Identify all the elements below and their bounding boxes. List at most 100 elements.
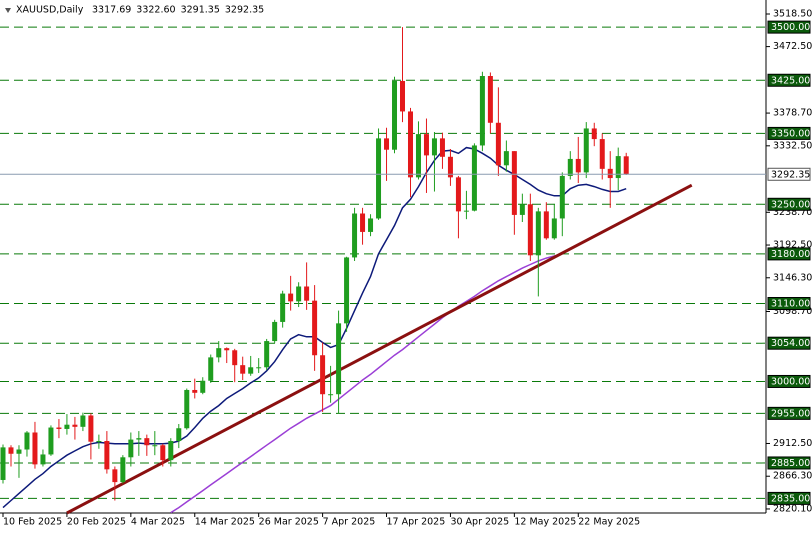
level-label-box (767, 197, 811, 211)
candle-body (352, 213, 358, 258)
candle-body (471, 145, 477, 211)
candle-body (104, 440, 110, 470)
candle-body (72, 424, 78, 427)
candle-body (415, 134, 421, 178)
level-label-box (767, 491, 811, 505)
y-tick-label: 3472.50 (773, 41, 812, 52)
x-tick-label: 12 May 2025 (514, 517, 576, 528)
candle-body (400, 80, 405, 112)
current-price-box (767, 167, 811, 181)
candle-body (232, 350, 238, 366)
level-label-box (767, 20, 811, 34)
candle-body (615, 156, 621, 179)
ohlc-value: 3292.35 (225, 5, 264, 16)
candle-body (423, 134, 429, 156)
level-label: 3425.00 (771, 75, 810, 86)
level-label-box (767, 406, 811, 420)
candle-body (240, 365, 246, 374)
candle-body (80, 415, 86, 427)
candle-body (599, 139, 605, 169)
candle-body (176, 428, 182, 441)
candle-body (256, 367, 262, 369)
level-label: 3110.00 (771, 299, 810, 310)
candle-body (304, 286, 310, 301)
level-label: 3250.00 (771, 199, 810, 210)
candle-body (16, 449, 22, 454)
candle-body (575, 158, 581, 173)
candle-body (208, 357, 214, 381)
candle-body (152, 445, 158, 447)
chart-title: XAUUSD,Daily (16, 5, 84, 16)
x-tick-label: 30 Apr 2025 (450, 517, 509, 528)
level-label: 3350.00 (771, 128, 810, 139)
y-tick-label: 3098.70 (773, 306, 812, 317)
candle-body (40, 454, 46, 465)
ohlc-value: 3291.35 (181, 5, 220, 16)
level-label-box (767, 374, 811, 388)
moving-average (170, 253, 563, 514)
candle-body (559, 175, 565, 219)
candle-body (328, 394, 334, 396)
candle-body (503, 151, 509, 166)
x-tick-label: 14 Mar 2025 (195, 517, 255, 528)
candle-body (88, 415, 94, 442)
candle-body (264, 341, 270, 368)
candle-body (583, 128, 589, 173)
candle-body (439, 138, 445, 157)
x-tick-label: 4 Mar 2025 (131, 517, 185, 528)
candle-body (455, 177, 461, 212)
candle-body (128, 439, 134, 458)
ohlc-value: 3322.60 (136, 5, 175, 16)
level-label: 2885.00 (771, 458, 810, 469)
candle-body (312, 300, 318, 356)
candle-body (168, 440, 174, 461)
x-tick-label: 22 May 2025 (578, 517, 640, 528)
y-tick-label: 2912.50 (773, 438, 812, 449)
candle-body (407, 111, 413, 178)
symbol-icon (5, 8, 11, 13)
level-label-box (767, 297, 811, 311)
y-tick-label: 3518.50 (773, 8, 812, 19)
candle-body (487, 76, 493, 123)
candle-body (384, 138, 390, 150)
level-label-box (767, 336, 811, 350)
candle-body (96, 440, 102, 442)
candle-body (392, 80, 398, 150)
candle-body (511, 151, 517, 215)
level-label: 3180.00 (771, 249, 810, 260)
y-tick-label: 2866.30 (773, 471, 812, 482)
level-label-box (767, 456, 811, 470)
x-tick-label: 17 Apr 2025 (387, 517, 446, 528)
candle-body (120, 457, 126, 483)
level-label: 3000.00 (771, 376, 810, 387)
y-tick-label: 2820.10 (773, 503, 812, 514)
level-label-box (767, 73, 811, 87)
candle-body (535, 211, 541, 256)
candle-body (8, 447, 14, 454)
candle-body (543, 211, 549, 239)
level-label: 3500.00 (771, 22, 810, 33)
candle-body (336, 323, 342, 395)
candle-body (192, 389, 198, 393)
candle-body (551, 218, 557, 239)
candle-body (296, 286, 302, 302)
level-label: 2955.00 (771, 408, 810, 419)
candle-body (200, 380, 206, 393)
level-label: 3054.00 (771, 338, 810, 349)
y-tick-label: 3146.30 (773, 272, 812, 283)
y-tick-label: 3332.50 (773, 140, 812, 151)
x-tick-label: 26 Mar 2025 (259, 517, 319, 528)
ohlc-value: 3317.69 (92, 5, 131, 16)
candle-body (288, 293, 294, 302)
candle-body (224, 348, 230, 351)
candle-body (344, 257, 350, 324)
candle-body (607, 168, 613, 179)
candle-body (56, 427, 62, 429)
candle-body (144, 438, 150, 446)
candle-body (463, 210, 469, 212)
x-tick-label: 7 Apr 2025 (323, 517, 376, 528)
candle-body (272, 321, 278, 342)
candle-body (64, 424, 70, 429)
